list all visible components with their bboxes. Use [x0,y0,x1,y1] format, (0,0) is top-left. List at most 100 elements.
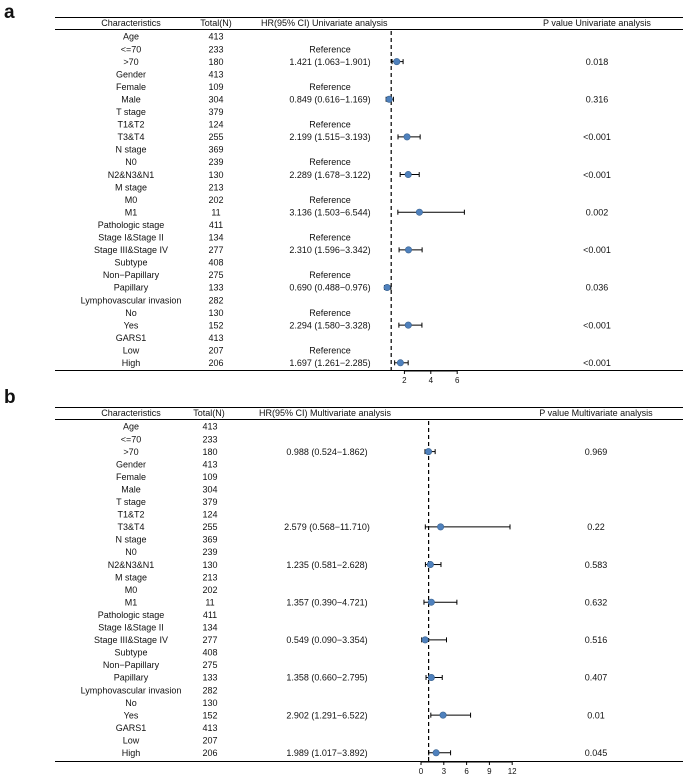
header-pvalue: P value Univariate analysis [543,18,651,28]
row-pvalue: 0.002 [586,207,609,217]
x-tick-label: 2 [402,376,407,385]
row-total: 133 [208,283,223,293]
row-total: 202 [208,195,223,205]
row-label: M0 [125,585,138,595]
row-label: Pathologic stage [98,220,165,230]
row-hr-ci: Reference [309,44,351,54]
row-label: >70 [123,447,138,457]
header-pvalue: P value Multivariate analysis [539,408,653,418]
row-total: 379 [202,497,217,507]
hr-point [427,673,435,681]
row-hr-ci: 1.358 (0.660−2.795) [286,673,367,683]
hr-point [404,246,412,254]
row-total: 369 [202,535,217,545]
row-total: 275 [202,660,217,670]
row-total: 213 [202,572,217,582]
header-hr: HR(95% CI) Univariate analysis [261,18,388,28]
row-hr-ci: 2.294 (1.580−3.328) [289,320,370,330]
row-label: Stage III&Stage IV [94,245,168,255]
row-total: 408 [202,648,217,658]
row-total: 408 [208,258,223,268]
forest-marks [421,421,511,762]
hr-point [415,208,423,216]
row-total: 124 [202,510,217,520]
x-tick-label: 6 [455,376,460,385]
row-hr-ci: 0.849 (0.616−1.169) [289,94,370,104]
row-total: 180 [202,447,217,457]
row-hr-ci: Reference [309,82,351,92]
forest-marks [383,31,465,371]
row-label: T stage [116,107,146,117]
row-hr-ci: 0.690 (0.488−0.976) [289,283,370,293]
row-label: GARS1 [116,723,147,733]
row-pvalue: 0.018 [586,57,609,67]
row-label: Subtype [114,648,147,658]
table-rows: Age 413 <=70 233 Reference >70 180 1.421 (1.063… [81,32,611,368]
row-total: 304 [202,484,217,494]
row-pvalue: <0.001 [583,358,611,368]
row-label: N stage [115,145,146,155]
row-label: <=70 [121,434,142,444]
row-total: 413 [208,333,223,343]
row-total: 411 [203,610,217,620]
row-label: N2&N3&N1 [108,560,155,570]
row-total: 109 [202,472,217,482]
row-label: N0 [125,547,137,557]
row-label: N0 [125,157,137,167]
row-label: No [125,698,137,708]
hr-point [393,58,401,66]
row-hr-ci: 1.697 (1.261−2.285) [289,358,370,368]
row-label: Non−Papillary [103,270,160,280]
row-pvalue: <0.001 [583,245,611,255]
x-tick-label: 4 [429,376,434,385]
row-label: Stage I&Stage II [98,623,164,633]
x-tick-label: 6 [464,767,469,776]
row-hr-ci: Reference [309,157,351,167]
row-total: 413 [208,32,223,42]
header-hr: HR(95% CI) Multivariate analysis [259,408,392,418]
row-total: 134 [202,623,217,633]
row-label: M1 [125,207,138,217]
row-label: Yes [124,710,139,720]
header-total: Total(N) [193,408,225,418]
row-label: N2&N3&N1 [108,170,155,180]
row-hr-ci: 2.579 (0.568−11.710) [284,522,370,532]
row-total: 207 [208,345,223,355]
row-label: Yes [124,320,139,330]
x-tick-label: 3 [442,767,447,776]
row-total: 124 [208,120,223,130]
row-total: 233 [208,44,223,54]
row-total: 213 [208,182,223,192]
row-pvalue: <0.001 [583,320,611,330]
row-total: 11 [205,597,214,607]
row-label: High [122,358,141,368]
row-total: 239 [202,547,217,557]
panel-b: b Characteristics Total(N) HR(95% CI) Mu… [4,387,683,776]
row-pvalue: <0.001 [583,132,611,142]
hr-point [421,636,429,644]
row-hr-ci: Reference [309,308,351,318]
hr-point [403,133,411,141]
hr-point [385,95,393,103]
row-label: Female [116,82,146,92]
row-total: 152 [202,710,217,720]
row-label: Low [123,345,140,355]
row-total: 130 [202,560,217,570]
row-total: 282 [202,685,217,695]
row-label: Papillary [114,283,149,293]
row-total: 233 [202,434,217,444]
row-label: No [125,308,137,318]
header-characteristics: Characteristics [101,18,161,28]
row-label: Lymphovascular invasion [81,295,182,305]
row-label: High [122,748,141,758]
row-label: M0 [125,195,138,205]
hr-point [404,171,412,179]
row-label: T1&T2 [117,120,144,130]
row-hr-ci: 2.310 (1.596−3.342) [289,245,370,255]
row-pvalue: <0.001 [583,170,611,180]
row-total: 133 [202,673,217,683]
row-total: 206 [208,358,223,368]
row-total: 413 [202,459,217,469]
row-label: M stage [115,572,147,582]
